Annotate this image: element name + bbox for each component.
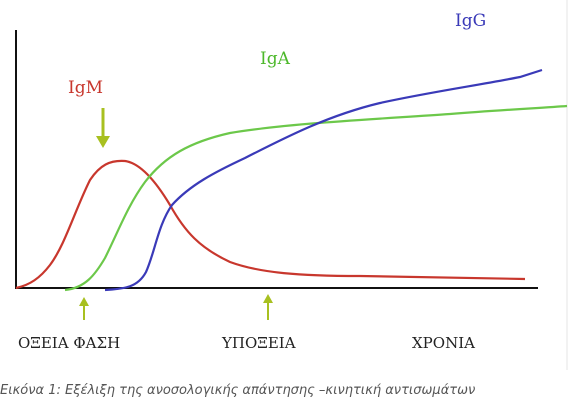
phase-label: ΧΡΟΝΙΑ xyxy=(412,334,475,352)
iga-curve xyxy=(64,104,568,292)
arrow-head xyxy=(263,294,273,303)
arrow-head xyxy=(79,297,89,306)
arrow-head xyxy=(96,136,110,148)
phase-label: ΥΠΟΞΕΙΑ xyxy=(221,334,296,352)
igm-label: IgM xyxy=(68,78,103,98)
igg-label: IgG xyxy=(455,11,486,31)
igm-curve xyxy=(15,159,526,290)
igg-curve xyxy=(104,68,543,292)
arrows xyxy=(79,108,273,320)
phase-label: ΟΞΕΙΑ ΦΑΣΗ xyxy=(18,334,120,352)
iga-label: IgA xyxy=(260,49,291,69)
caption: Εικόνα 1: Εξέλιξη της ανοσολογικής απάντ… xyxy=(0,383,475,398)
